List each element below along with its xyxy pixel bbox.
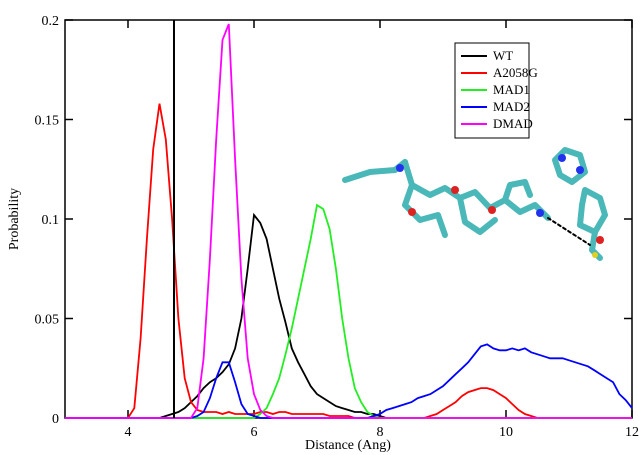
x-tick-label: 10 (499, 425, 513, 440)
y-tick-label: 0.05 (35, 313, 60, 328)
x-axis-label: Distance (Ang) (305, 438, 391, 453)
y-axis-label: Probability (7, 188, 22, 250)
y-tick-label: 0.1 (42, 213, 60, 228)
legend-label: DMAD (493, 116, 533, 131)
series-line (65, 104, 632, 418)
molecule-inset (345, 150, 605, 258)
legend-label: MAD1 (493, 82, 530, 97)
legend-label: WT (493, 48, 513, 63)
x-tick-label: 8 (377, 425, 384, 440)
x-tick-label: 6 (251, 425, 258, 440)
y-tick-label: 0 (52, 412, 59, 427)
y-tick-label: 0.15 (35, 114, 60, 129)
series-line (65, 205, 632, 418)
legend-label: MAD2 (493, 99, 530, 114)
x-tick-label: 12 (625, 425, 639, 440)
x-tick-label: 4 (125, 425, 132, 440)
legend-label: A2058G (493, 65, 538, 80)
series-line (65, 215, 632, 418)
chart: Distance (Ang) Probability 0 0.05 0.1 0.15 0… (0, 0, 642, 455)
y-tick-label: 0.2 (42, 14, 60, 29)
